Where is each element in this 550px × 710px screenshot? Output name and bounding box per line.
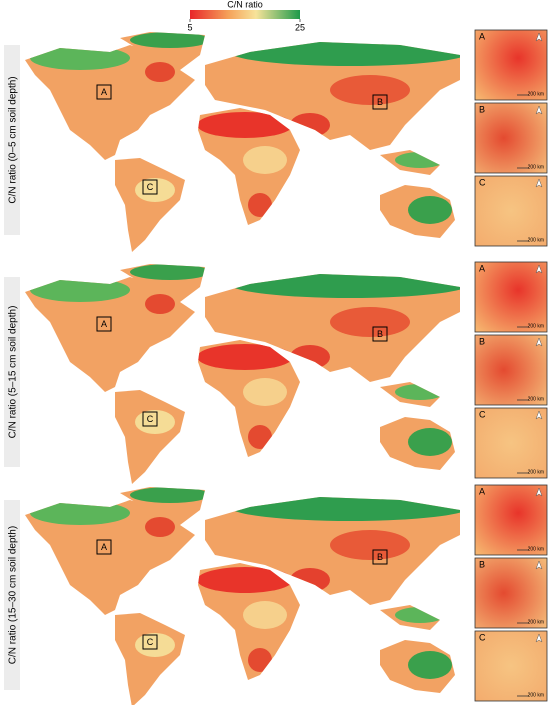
continents — [20, 262, 470, 487]
region-label: A — [101, 319, 107, 329]
region-label: B — [377, 329, 383, 339]
inset-label: C — [479, 632, 486, 642]
panel-label: C/N ratio (15–30 cm soil depth) — [8, 526, 19, 664]
panel-label-strip — [4, 277, 20, 467]
north-arrow — [535, 337, 543, 347]
inset-map — [474, 102, 548, 174]
region-box — [142, 179, 158, 195]
inset-label: A — [479, 263, 485, 273]
scale-label: 200 km — [528, 396, 544, 402]
north-arrow — [535, 560, 543, 570]
inset-map — [474, 175, 548, 247]
region-box — [96, 316, 112, 332]
region-box — [372, 94, 388, 110]
region-label: C — [147, 637, 154, 647]
inset-label: C — [479, 177, 486, 187]
region-label: C — [147, 414, 154, 424]
north-arrow — [535, 178, 543, 188]
panel-label-strip — [4, 45, 20, 235]
inset-label: B — [479, 336, 485, 346]
scale-label: 200 km — [528, 237, 544, 243]
inset-map — [474, 29, 548, 101]
region-label: C — [147, 182, 154, 192]
colorbar-tick-label: 25 — [295, 22, 305, 32]
inset-map — [474, 407, 548, 479]
north-arrow — [535, 487, 543, 497]
inset-label: A — [479, 486, 485, 496]
colorbar-tick-label: 5 — [187, 22, 192, 32]
inset-label: A — [479, 31, 485, 41]
scale-label: 200 km — [528, 323, 544, 329]
inset-label: B — [479, 104, 485, 114]
continents — [20, 485, 470, 705]
region-label: B — [377, 97, 383, 107]
continents — [20, 30, 470, 255]
region-box — [142, 411, 158, 427]
region-box — [372, 549, 388, 565]
region-box — [96, 539, 112, 555]
scale-label: 200 km — [528, 469, 544, 475]
inset-map — [474, 630, 548, 702]
panel-label: C/N ratio (5–15 cm soil depth) — [8, 306, 19, 439]
north-arrow — [535, 633, 543, 643]
inset-map — [474, 557, 548, 629]
inset-map — [474, 484, 548, 556]
region-box — [96, 84, 112, 100]
inset-map — [474, 334, 548, 406]
inset-map — [474, 261, 548, 333]
region-label: A — [101, 542, 107, 552]
colorbar — [190, 10, 300, 19]
region-box — [142, 634, 158, 650]
world-map: A B C — [20, 485, 470, 705]
north-arrow — [535, 264, 543, 274]
world-map: A B C — [20, 262, 470, 487]
world-map: A B C — [20, 30, 470, 255]
scale-label: 200 km — [528, 546, 544, 552]
panel-label-strip — [4, 500, 20, 690]
north-arrow — [535, 410, 543, 420]
scale-label: 200 km — [528, 164, 544, 170]
region-label: A — [101, 87, 107, 97]
inset-label: C — [479, 409, 486, 419]
north-arrow — [535, 32, 543, 42]
scale-label: 200 km — [528, 619, 544, 625]
inset-label: B — [479, 559, 485, 569]
region-box — [372, 326, 388, 342]
region-label: B — [377, 552, 383, 562]
colorbar-title: C/N ratio — [227, 0, 263, 9]
panel-label: C/N ratio (0–5 cm soil depth) — [8, 76, 19, 203]
scale-label: 200 km — [528, 91, 544, 97]
scale-label: 200 km — [528, 692, 544, 698]
north-arrow — [535, 105, 543, 115]
